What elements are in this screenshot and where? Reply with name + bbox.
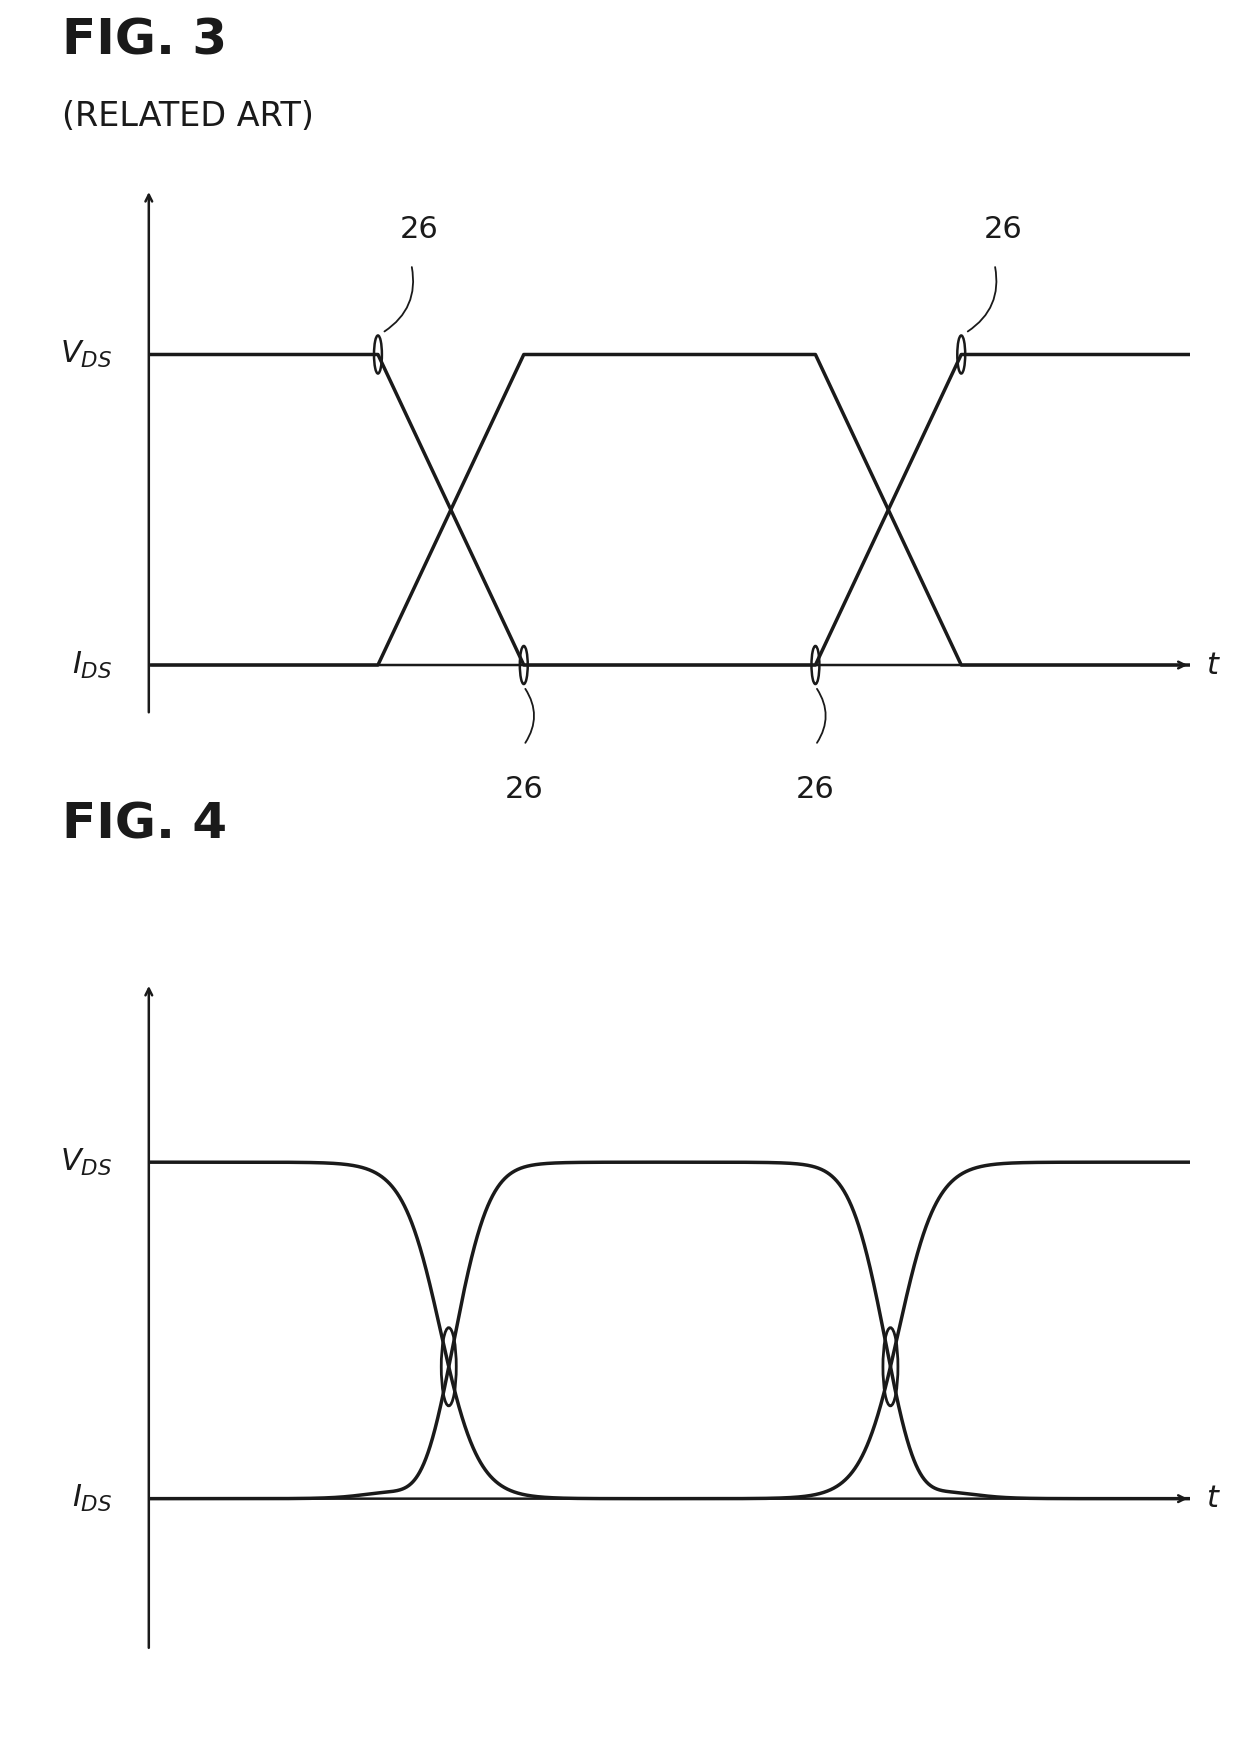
Text: $t$: $t$ bbox=[1207, 650, 1221, 679]
Text: FIG. 3: FIG. 3 bbox=[62, 17, 227, 64]
Text: $V_{DS}$: $V_{DS}$ bbox=[61, 340, 113, 369]
Text: 26: 26 bbox=[983, 216, 1022, 244]
Text: $I_{DS}$: $I_{DS}$ bbox=[72, 650, 113, 681]
Text: $V_{DS}$: $V_{DS}$ bbox=[61, 1146, 113, 1178]
Text: $t$: $t$ bbox=[1207, 1484, 1221, 1514]
Text: 26: 26 bbox=[505, 775, 543, 805]
Text: $I_{DS}$: $I_{DS}$ bbox=[72, 1482, 113, 1514]
Text: 26: 26 bbox=[401, 216, 439, 244]
Text: FIG. 4: FIG. 4 bbox=[62, 801, 227, 848]
Text: (RELATED ART): (RELATED ART) bbox=[62, 99, 314, 132]
Text: 26: 26 bbox=[796, 775, 835, 805]
